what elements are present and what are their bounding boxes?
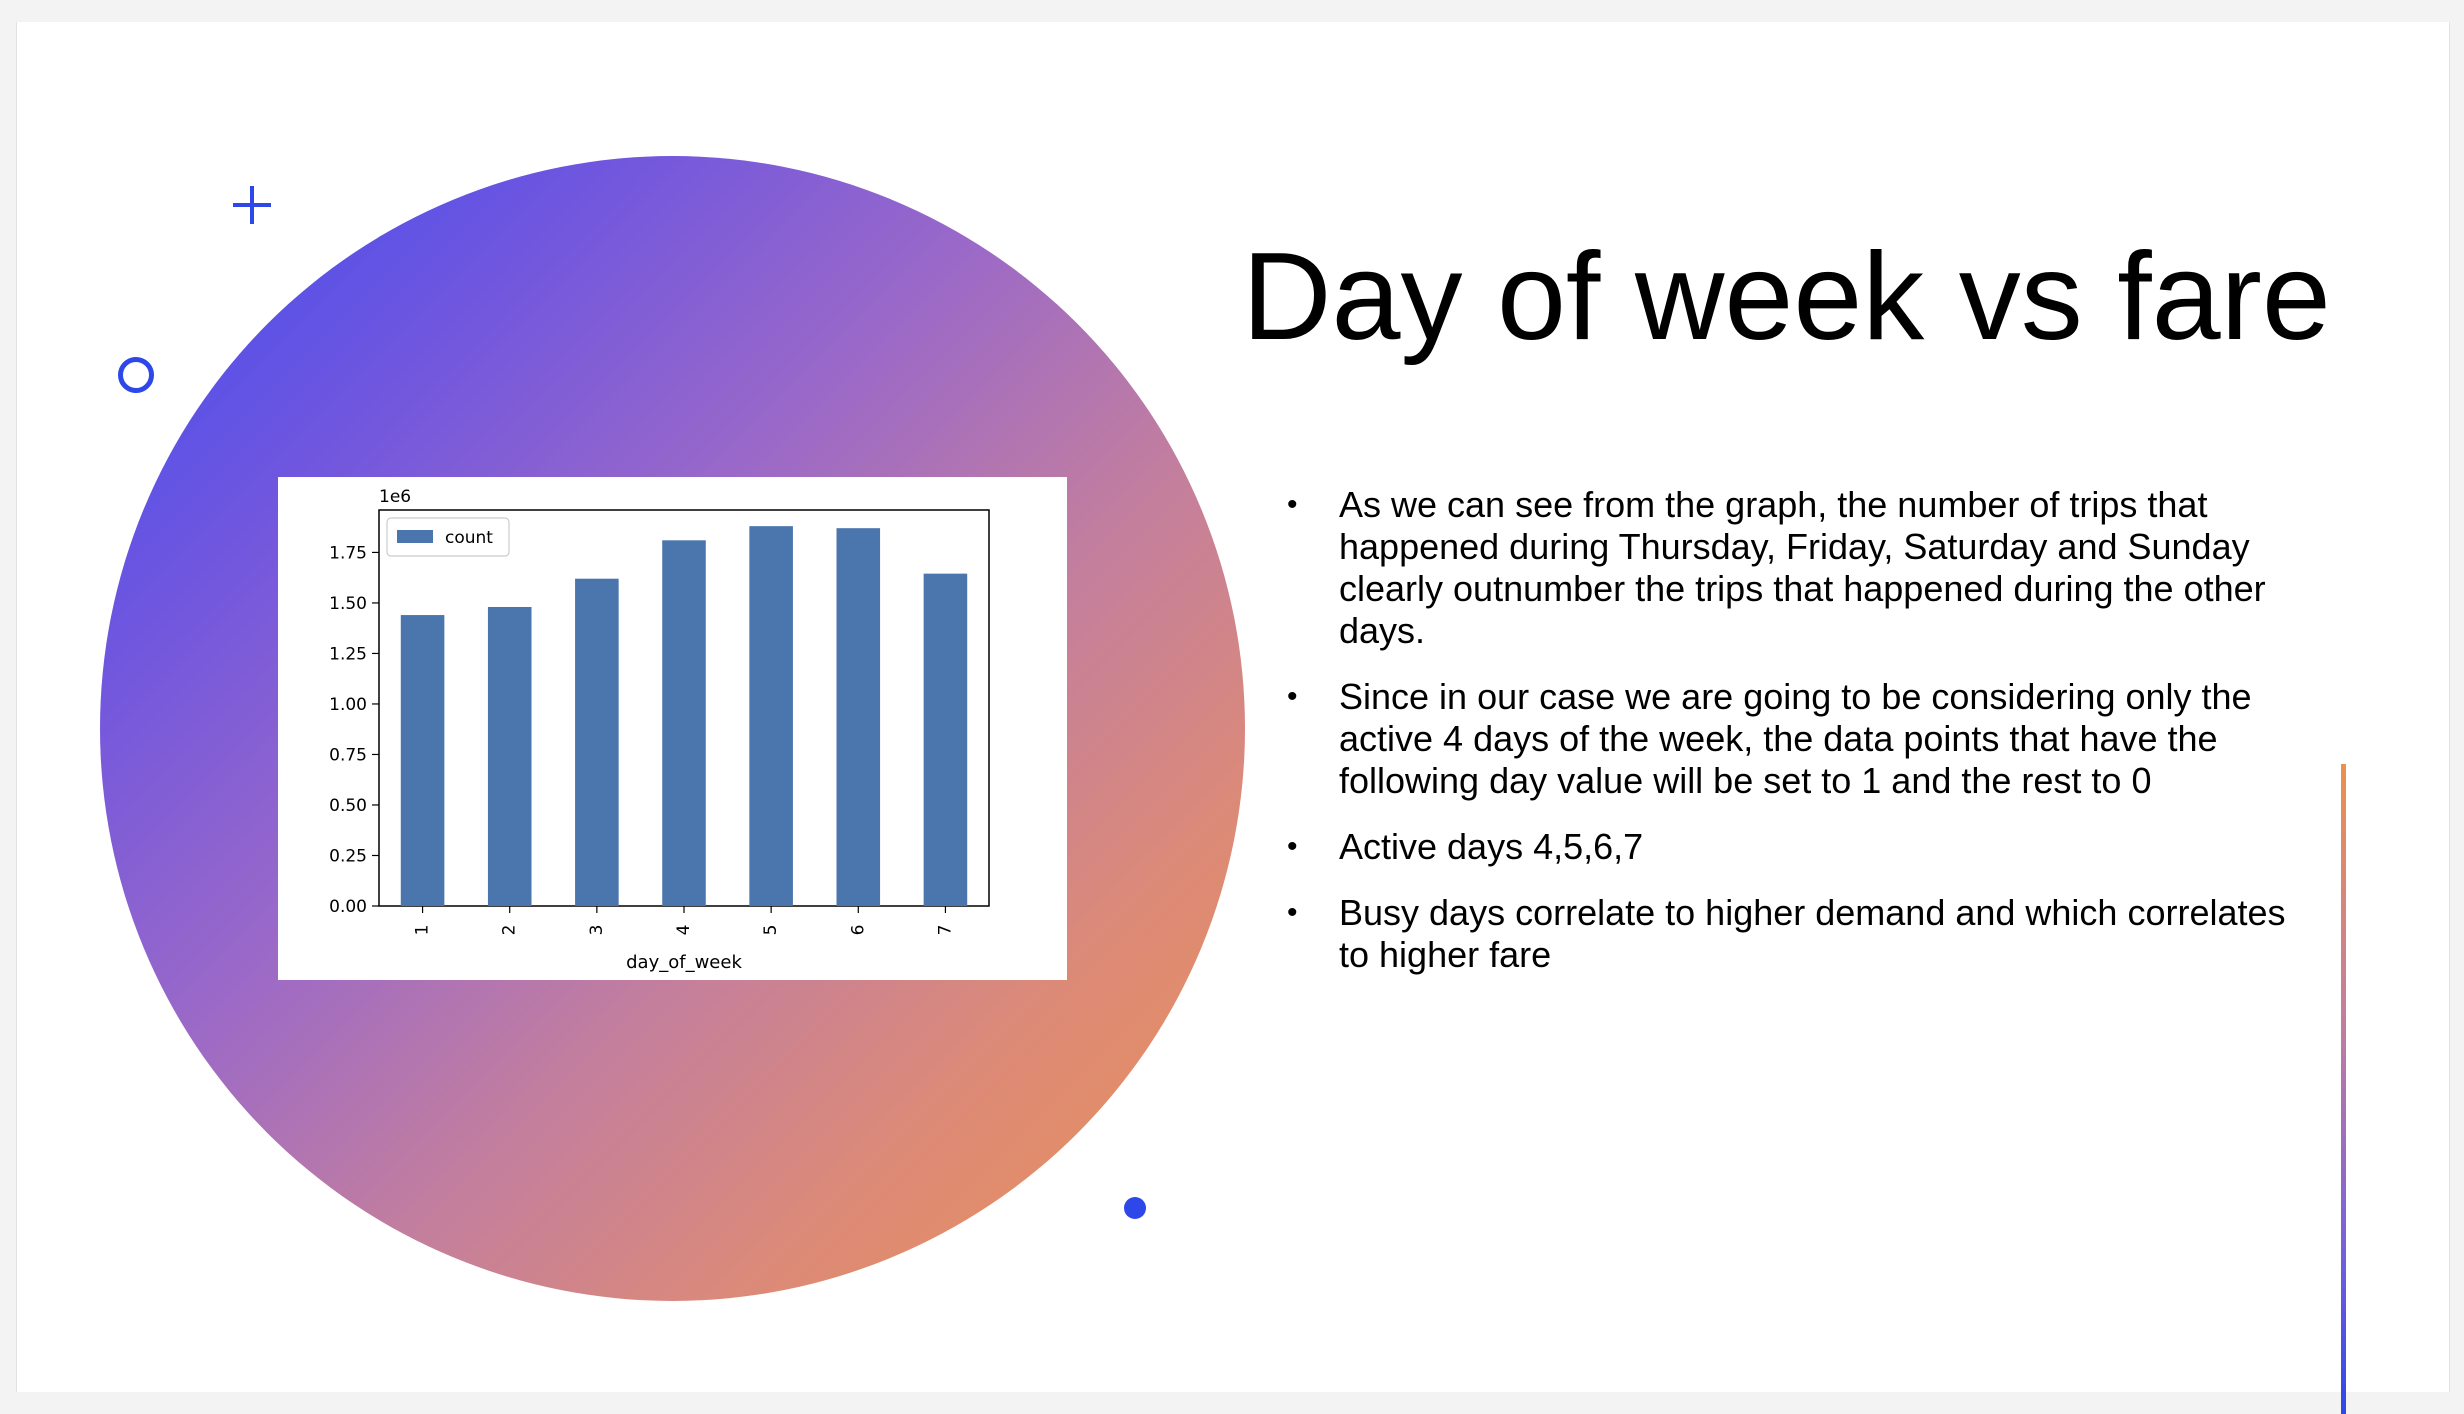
bullet-item: • Since in our case we are going to be co… [1287, 676, 2287, 802]
dot-icon [1124, 1197, 1146, 1219]
bullet-icon: • [1287, 680, 1298, 713]
y-tick-label: 1.50 [329, 594, 367, 614]
y-tick-label: 0.25 [329, 846, 367, 866]
bar [575, 578, 619, 906]
chart-image: 1e6 0.00 0.25 0.50 0.75 1.00 1.25 1.50 1.75 1 2 3 4 5… [278, 477, 1067, 980]
x-tick-label: 7 [935, 925, 955, 936]
y-tick-label: 0.50 [329, 796, 367, 816]
x-axis-label: day_of_week [626, 952, 742, 973]
bar [400, 615, 445, 906]
x-tick-label: 4 [674, 925, 694, 936]
bullet-icon: • [1287, 896, 1298, 929]
legend-swatch [397, 530, 433, 543]
bar-chart: 1e6 0.00 0.25 0.50 0.75 1.00 1.25 1.50 1.75 1 2 3 4 5… [329, 487, 990, 973]
slide-title: Day of week vs fare [1242, 228, 2331, 366]
bar [662, 540, 706, 906]
bullet-text: Since in our case we are going to be con… [1339, 676, 2252, 801]
bar [836, 528, 881, 906]
bullet-icon: • [1287, 488, 1298, 521]
y-tick-label: 1.00 [329, 695, 367, 715]
bullet-text: As we can see from the graph, the number… [1339, 484, 2266, 651]
y-tick-label: 1.75 [329, 543, 367, 563]
x-tick-label: 6 [848, 925, 868, 936]
y-tick-label: 1.25 [329, 644, 367, 664]
bar [749, 526, 793, 906]
ring-icon [118, 357, 154, 393]
accent-line [2341, 764, 2346, 1414]
x-tick-label: 1 [413, 925, 433, 936]
legend-box [386, 517, 510, 557]
bullet-item: • As we can see from the graph, the numbe… [1287, 484, 2287, 652]
legend-label: count [445, 528, 493, 548]
x-tick-label: 3 [587, 925, 607, 936]
bullet-item: • Busy days correlate to higher demand an… [1287, 892, 2287, 976]
y-tick-label: 0.00 [329, 897, 367, 917]
x-tick-label: 5 [761, 925, 781, 936]
slide: 1e6 0.00 0.25 0.50 0.75 1.00 1.25 1.50 1.75 1 2 3 4 5… [16, 22, 2450, 1414]
bullet-text: Active days 4,5,6,7 [1339, 826, 1644, 867]
y-tick-label: 0.75 [329, 745, 367, 765]
x-tick-label: 2 [500, 925, 520, 936]
scale-label: 1e6 [379, 487, 411, 507]
bullet-list: • As we can see from the graph, the numbe… [1287, 484, 2287, 1000]
plus-icon [233, 186, 271, 224]
bar [487, 606, 532, 906]
bullet-item: • Active days 4,5,6,7 [1287, 826, 2287, 868]
bullet-text: Busy days correlate to higher demand and… [1339, 892, 2286, 975]
bar [923, 573, 968, 906]
bullet-icon: • [1287, 830, 1298, 863]
